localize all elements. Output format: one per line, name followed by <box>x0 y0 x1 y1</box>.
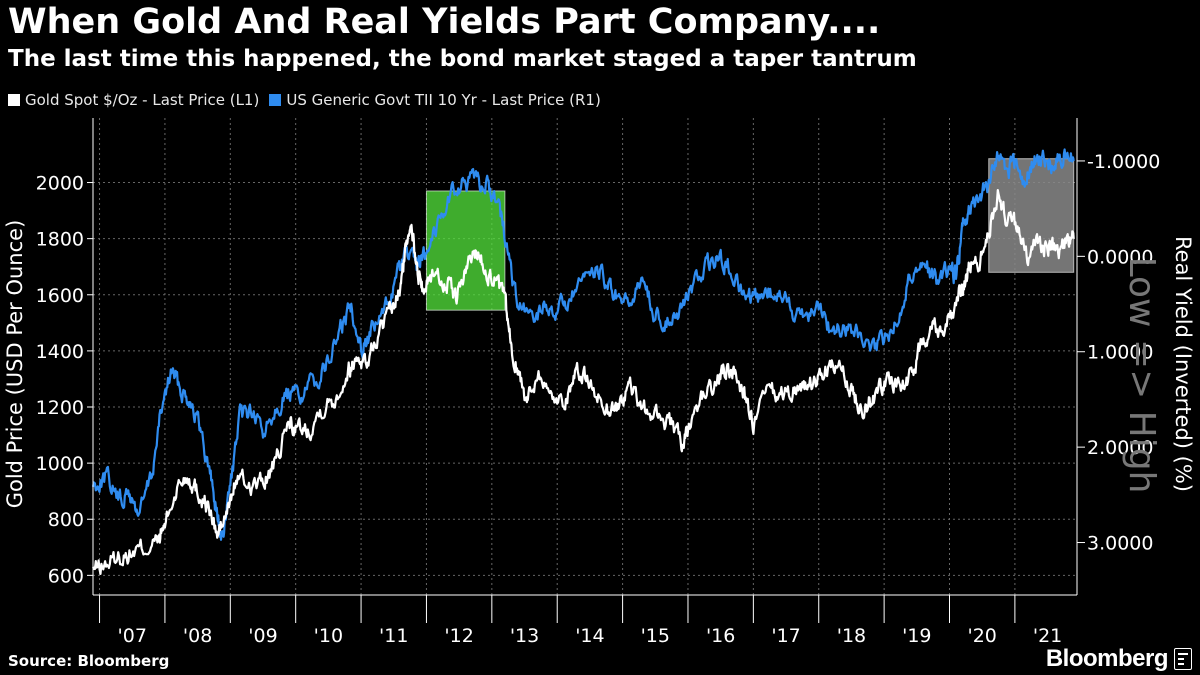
x-tick-label: '18 <box>837 625 866 647</box>
grid-layer <box>93 118 1077 595</box>
x-tick-label: '15 <box>641 625 670 647</box>
right-tick-label: 0.0000 <box>1087 246 1153 268</box>
right-tick-label: 2.0000 <box>1087 437 1153 459</box>
x-tick-label: '20 <box>967 625 996 647</box>
axis-layer: 600 800 1000 1200 1400 1600 1800 2000 '07 '08 '09 '… <box>36 118 1160 647</box>
x-tick-label: '12 <box>444 625 473 647</box>
bloomberg-logo: Bloomberg <box>1045 645 1169 672</box>
x-tick-label: '09 <box>248 625 277 647</box>
highlight-box-taper-tantrum-2012-2013 <box>425 190 506 311</box>
legend-label-gold: Gold Spot $/Oz - Last Price (L1) <box>25 91 260 109</box>
chart-subtitle: The last time this happened, the bond ma… <box>8 46 917 72</box>
right-axis-note: Low => High <box>1121 257 1162 494</box>
x-tick-label: '10 <box>314 625 343 647</box>
left-axis-title: Gold Price (USD Per Ounce) <box>3 220 27 509</box>
right-tick-label: 3.0000 <box>1087 533 1153 555</box>
series-line-real-yield <box>91 148 1075 541</box>
left-tick-label: 1600 <box>36 285 84 307</box>
left-tick-label: 800 <box>48 509 84 531</box>
x-tick-label: '19 <box>902 625 931 647</box>
legend: Gold Spot $/Oz - Last Price (L1) US Gene… <box>8 91 611 109</box>
legend-item-gold[interactable]: Gold Spot $/Oz - Last Price (L1) <box>8 91 259 109</box>
source-note: Source: Bloomberg <box>8 652 170 670</box>
chart-title: When Gold And Real Yields Part Company..… <box>8 2 881 42</box>
x-tick-label: '07 <box>118 625 147 647</box>
x-tick-label: '08 <box>183 625 212 647</box>
left-tick-label: 1000 <box>36 453 84 475</box>
x-tick-label: '17 <box>771 625 800 647</box>
legend-label-yield: US Generic Govt TII 10 Yr - Last Price (… <box>286 91 601 109</box>
left-tick-label: 1200 <box>36 397 84 419</box>
x-tick-label: '21 <box>1033 625 1062 647</box>
legend-swatch-gold <box>8 94 20 106</box>
highlight-layer <box>425 158 1075 311</box>
series-layer <box>91 148 1075 576</box>
right-tick-label: 1.0000 <box>1087 342 1153 364</box>
right-axis-title: Real Yield (Inverted) (%) <box>1171 236 1195 492</box>
left-tick-label: 2000 <box>36 173 84 195</box>
x-tick-label: '11 <box>379 625 408 647</box>
x-tick-label: '16 <box>706 625 735 647</box>
legend-item-yield[interactable]: US Generic Govt TII 10 Yr - Last Price (… <box>269 91 601 109</box>
left-tick-label: 1800 <box>36 229 84 251</box>
left-tick-label: 600 <box>48 565 84 587</box>
right-tick-label: -1.0000 <box>1087 151 1160 173</box>
left-tick-label: 1400 <box>36 341 84 363</box>
x-tick-label: '13 <box>510 625 539 647</box>
legend-swatch-yield <box>269 94 282 106</box>
bloomberg-terminal-icon <box>1174 648 1192 670</box>
series-line-gold <box>92 189 1075 576</box>
x-tick-label: '14 <box>575 625 604 647</box>
